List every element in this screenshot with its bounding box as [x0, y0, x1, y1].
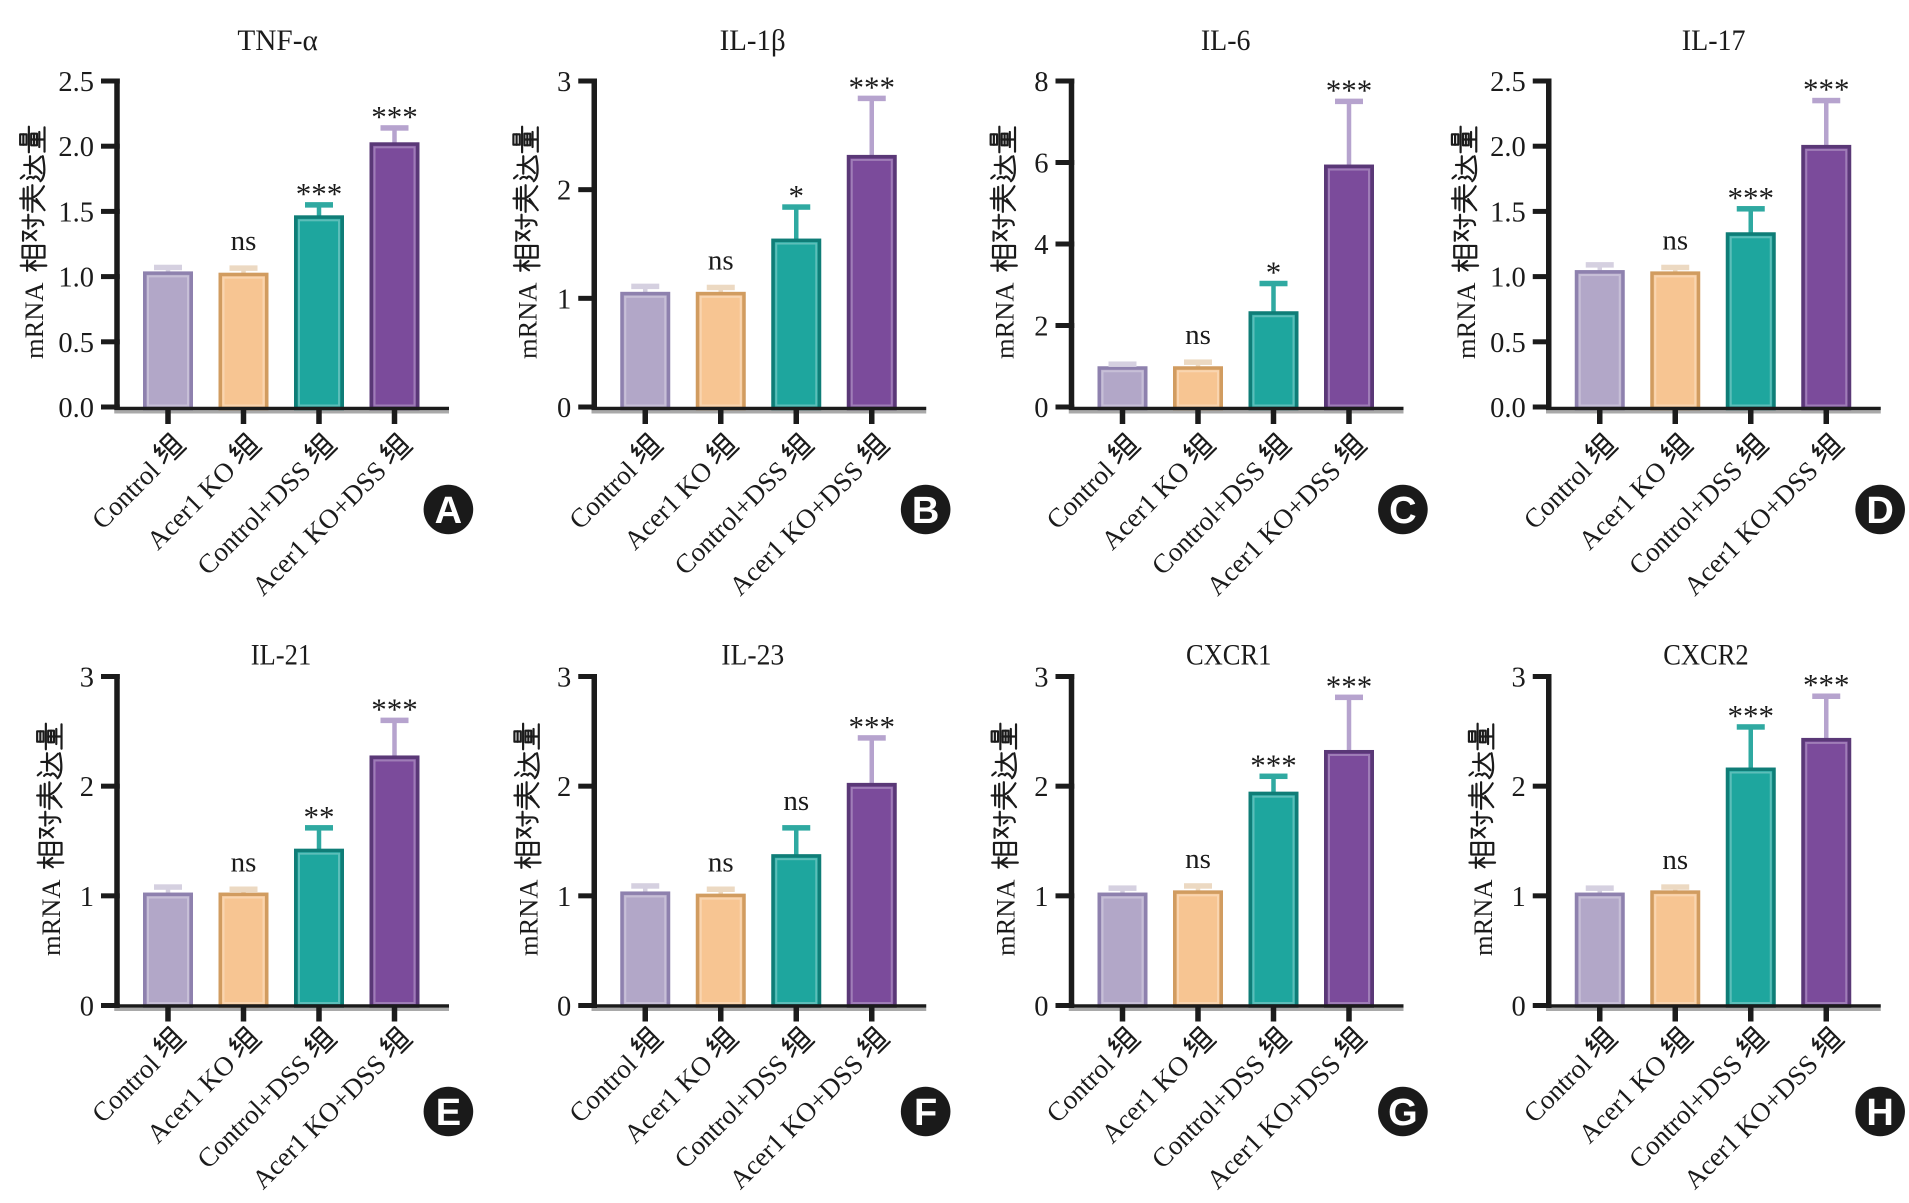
svg-text:mRNA: mRNA: [991, 879, 1021, 956]
svg-text:1: 1: [557, 882, 571, 913]
svg-text:CXCR1: CXCR1: [1186, 638, 1272, 671]
svg-text:G: G: [1388, 1092, 1418, 1134]
svg-text:2: 2: [80, 772, 94, 803]
svg-text:***: ***: [296, 176, 343, 211]
svg-text:*: *: [789, 178, 805, 213]
svg-text:***: ***: [1326, 668, 1373, 703]
svg-text:***: ***: [1250, 747, 1297, 782]
svg-text:0.0: 0.0: [1490, 393, 1526, 424]
svg-text:ns: ns: [1662, 844, 1688, 876]
svg-text:D: D: [1866, 490, 1893, 532]
svg-text:mRNA: mRNA: [1451, 282, 1481, 359]
svg-text:3: 3: [1034, 663, 1048, 694]
svg-text:2: 2: [1512, 772, 1526, 803]
svg-text:B: B: [912, 490, 939, 532]
svg-text:3: 3: [80, 663, 94, 694]
svg-text:mRNA: mRNA: [513, 879, 543, 956]
svg-text:TNF-α: TNF-α: [237, 24, 318, 57]
svg-text:F: F: [914, 1092, 937, 1134]
svg-text:ns: ns: [231, 846, 257, 878]
svg-text:2: 2: [1034, 772, 1048, 803]
svg-text:1.5: 1.5: [1490, 197, 1526, 228]
svg-text:mRNA: mRNA: [36, 879, 66, 956]
svg-text:***: ***: [371, 691, 418, 726]
svg-text:2.5: 2.5: [1490, 67, 1526, 98]
svg-text:2: 2: [557, 772, 571, 803]
svg-text:1.0: 1.0: [1490, 263, 1526, 294]
svg-text:IL-17: IL-17: [1682, 24, 1746, 57]
svg-text:3: 3: [557, 663, 571, 694]
svg-text:mRNA: mRNA: [19, 282, 49, 359]
svg-text:ns: ns: [1662, 224, 1688, 256]
svg-text:ns: ns: [783, 785, 809, 817]
svg-text:0: 0: [80, 992, 94, 1023]
svg-text:8: 8: [1034, 67, 1048, 98]
svg-text:2.0: 2.0: [1490, 132, 1526, 163]
svg-text:***: ***: [1326, 72, 1373, 107]
svg-text:1.0: 1.0: [58, 263, 94, 294]
svg-text:6: 6: [1034, 149, 1048, 180]
svg-text:ns: ns: [231, 225, 257, 257]
svg-text:3: 3: [557, 67, 571, 98]
svg-text:3: 3: [1512, 663, 1526, 694]
svg-text:0.5: 0.5: [58, 328, 94, 359]
svg-text:*: *: [1266, 255, 1282, 290]
svg-text:0.5: 0.5: [1490, 328, 1526, 359]
svg-text:CXCR2: CXCR2: [1663, 638, 1749, 671]
svg-text:1: 1: [1034, 882, 1048, 913]
svg-text:E: E: [436, 1092, 461, 1134]
svg-text:***: ***: [1803, 667, 1850, 702]
svg-text:***: ***: [1728, 698, 1775, 733]
svg-text:ns: ns: [1185, 319, 1211, 351]
svg-text:0: 0: [557, 393, 571, 424]
svg-text:C: C: [1389, 490, 1416, 532]
svg-text:1: 1: [1512, 882, 1526, 913]
svg-text:**: **: [304, 799, 335, 834]
svg-text:mRNA: mRNA: [990, 282, 1020, 359]
svg-text:ns: ns: [1185, 843, 1211, 875]
svg-text:2: 2: [557, 176, 571, 207]
svg-text:1.5: 1.5: [58, 197, 94, 228]
svg-text:1: 1: [80, 882, 94, 913]
svg-text:2: 2: [1034, 312, 1048, 343]
svg-text:mRNA: mRNA: [1468, 879, 1498, 956]
svg-text:***: ***: [849, 709, 896, 744]
svg-text:IL-6: IL-6: [1201, 24, 1251, 57]
svg-text:A: A: [435, 490, 462, 532]
svg-text:ns: ns: [708, 846, 734, 878]
svg-text:1: 1: [557, 284, 571, 315]
svg-text:IL-1β: IL-1β: [720, 24, 786, 57]
svg-text:0: 0: [1512, 992, 1526, 1023]
svg-text:0: 0: [557, 992, 571, 1023]
svg-text:***: ***: [371, 99, 418, 134]
svg-text:2.0: 2.0: [58, 132, 94, 163]
svg-text:***: ***: [1728, 180, 1775, 215]
svg-text:mRNA: mRNA: [512, 282, 542, 359]
svg-text:0: 0: [1034, 393, 1048, 424]
svg-text:ns: ns: [708, 244, 734, 276]
svg-text:IL-23: IL-23: [721, 638, 784, 671]
svg-text:0: 0: [1034, 992, 1048, 1023]
svg-text:***: ***: [1803, 72, 1850, 107]
svg-text:4: 4: [1034, 230, 1048, 261]
svg-text:H: H: [1866, 1092, 1893, 1134]
svg-text:IL-21: IL-21: [251, 638, 312, 671]
svg-text:0.0: 0.0: [58, 393, 94, 424]
svg-text:2.5: 2.5: [58, 67, 94, 98]
svg-text:***: ***: [849, 69, 896, 104]
